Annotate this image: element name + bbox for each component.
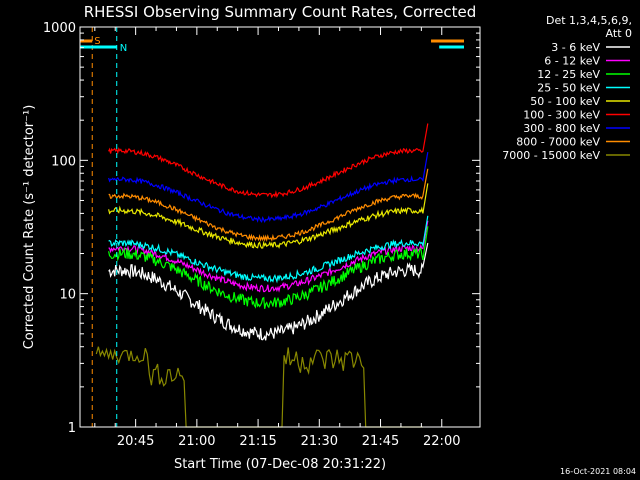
legend-header-line-1: Det 1,3,4,5,6,9, [546,14,632,27]
x-tick-label: 21:00 [178,434,215,449]
series-line-2 [108,226,429,309]
flag-n-label: N [120,43,127,54]
chart-title: RHESSI Observing Summary Count Rates, Co… [84,3,477,21]
series-line-1 [108,220,429,293]
legend-label-0: 3 - 6 keV [551,41,600,54]
legend-label-3: 25 - 50 keV [537,82,600,95]
footer-date: 16-Oct-2021 08:04 [560,467,636,476]
legend-label-5: 100 - 300 keV [523,109,600,122]
legend-label-7: 800 - 7000 keV [516,136,600,149]
x-tick-label: 21:30 [301,434,338,449]
y-tick-label: 100 [51,154,76,169]
series-line-4 [108,183,429,249]
flag-s-label: S [94,36,100,47]
x-axis-label: Start Time (07-Dec-08 20:31:22) [174,457,386,472]
y-tick-label: 1 [68,421,76,436]
legend-label-6: 300 - 800 keV [523,122,600,135]
legend-label-2: 12 - 25 keV [537,68,600,81]
legend-label-4: 50 - 100 keV [530,95,600,108]
y-axis-label: Corrected Count Rate (s⁻¹ detector⁻¹) [22,105,37,350]
series-line-0 [108,242,429,341]
series-line-3 [108,215,429,284]
series-line-5 [108,123,429,199]
x-tick-label: 22:00 [423,434,460,449]
legend-header-line-2: Att 0 [606,27,632,40]
y-tick-label: 10 [59,288,76,303]
y-tick-label: 1000 [43,21,76,36]
x-tick-label: 21:15 [239,434,276,449]
legend-label-1: 6 - 12 keV [544,55,600,68]
x-tick-label: 21:45 [362,434,399,449]
series-line-6 [108,151,429,223]
x-tick-label: 20:45 [117,434,154,449]
series-line-7 [108,168,429,243]
plot-frame [79,26,481,428]
legend-label-8: 7000 - 15000 keV [502,149,600,162]
